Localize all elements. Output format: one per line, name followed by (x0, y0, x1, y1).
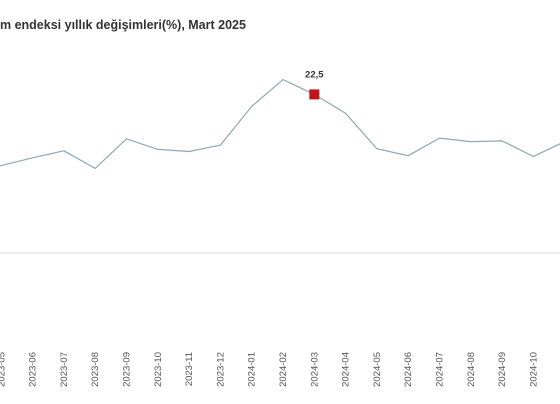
markers: 22,5 (305, 69, 324, 100)
x-tick-label: 2023-05 (0, 352, 7, 387)
x-tick-label: 2024-02 (278, 352, 289, 387)
x-tick-label: 2023-07 (59, 352, 70, 387)
chart-title: m endeksi yıllık değişimleri(%), Mart 20… (0, 18, 246, 32)
x-tick-label: 2023-12 (215, 352, 226, 387)
x-tick-label: 2023-08 (90, 352, 101, 387)
x-tick-label: 2024-04 (341, 352, 352, 387)
x-tick-label: 2024-10 (528, 352, 539, 387)
x-tick-label: 2024-05 (372, 352, 383, 387)
x-tick-label: 2024-03 (309, 352, 320, 387)
x-tick-label: 2024-09 (497, 352, 508, 387)
x-tick-label: 2023-06 (28, 352, 39, 387)
x-tick-label: 2024-01 (247, 352, 258, 387)
series-line (0, 78, 560, 170)
highlight-data-label: 22,5 (305, 69, 324, 80)
x-tick-label: 2024-07 (435, 352, 446, 387)
highlight-marker (309, 89, 320, 100)
x-tick-label: 2023-09 (122, 352, 133, 387)
x-axis-tick-labels: 2023-05 2023-06 2023-07 2023-08 2023-09 2023-… (0, 352, 560, 387)
x-tick-label: 2023-11 (184, 352, 195, 386)
x-tick-label: 2024-06 (403, 352, 414, 387)
x-tick-label: 2024-08 (466, 352, 477, 387)
x-tick-label: 2023-10 (153, 352, 164, 387)
